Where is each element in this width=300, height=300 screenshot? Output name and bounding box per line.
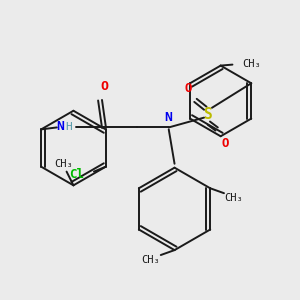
Text: H: H [65, 122, 72, 132]
Text: CH₃: CH₃ [54, 159, 73, 169]
Text: CH₃: CH₃ [242, 58, 261, 69]
Text: O: O [184, 82, 192, 95]
Text: CH₃: CH₃ [224, 193, 243, 203]
Text: N: N [165, 111, 173, 124]
Text: Cl: Cl [69, 168, 84, 181]
Text: S: S [202, 107, 211, 122]
Text: CH₃: CH₃ [142, 255, 160, 265]
Text: N: N [56, 120, 64, 133]
Text: O: O [100, 80, 108, 93]
Text: O: O [222, 136, 230, 150]
